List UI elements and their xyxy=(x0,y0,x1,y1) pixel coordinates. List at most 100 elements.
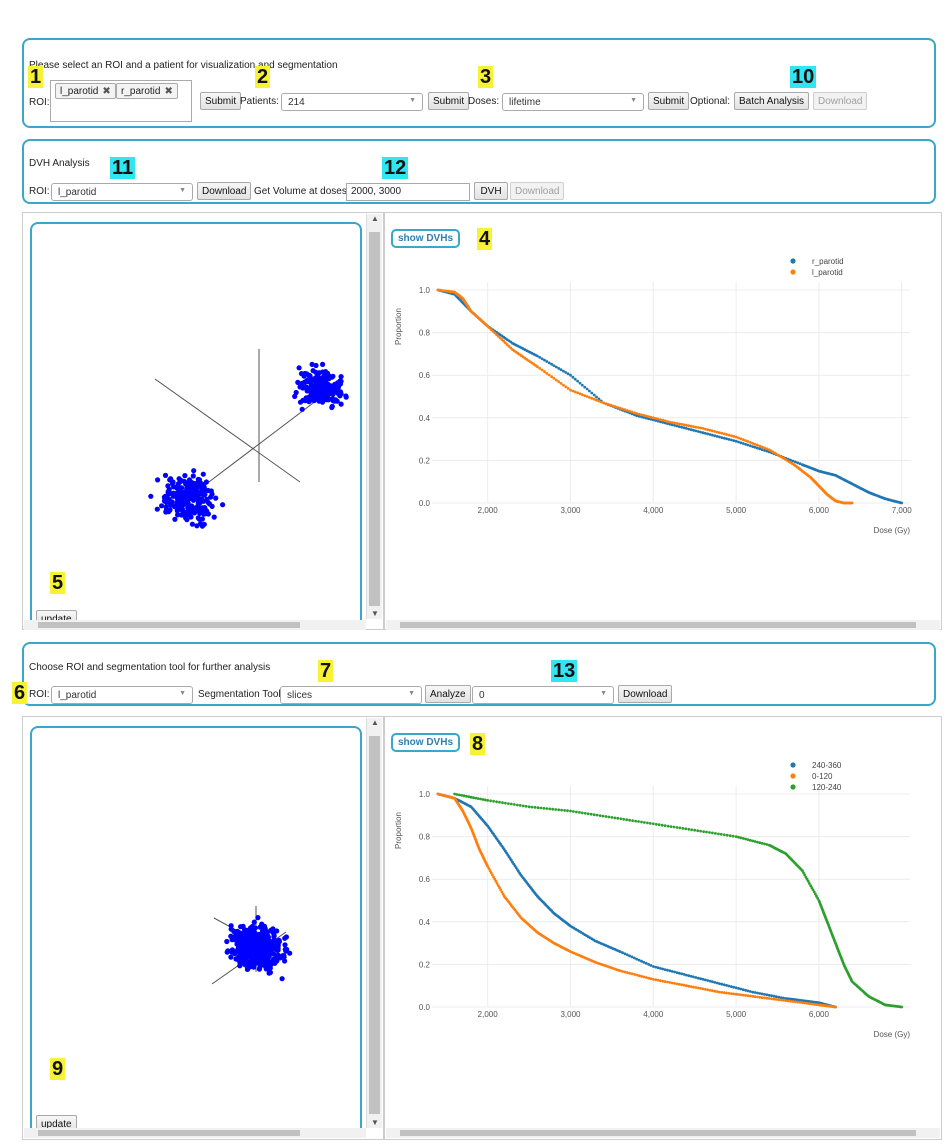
scroll-thumb[interactable] xyxy=(400,622,916,628)
data-point xyxy=(751,990,755,994)
data-point xyxy=(719,832,723,836)
data-point xyxy=(492,799,495,803)
data-point xyxy=(651,965,655,968)
data-point xyxy=(722,436,726,440)
data-point xyxy=(796,461,799,465)
data-point xyxy=(628,818,631,822)
roi-tag-l-parotid[interactable]: l_parotid ✖ xyxy=(55,83,116,99)
data-point xyxy=(604,402,608,406)
vertical-scrollbar[interactable]: ▲ ▼ xyxy=(366,718,382,1128)
batch-download-button[interactable]: Download xyxy=(813,92,868,110)
scatter-point xyxy=(306,394,312,400)
data-point xyxy=(753,442,757,446)
scroll-down-icon[interactable]: ▼ xyxy=(371,1118,379,1127)
data-point xyxy=(580,393,584,397)
scroll-thumb[interactable] xyxy=(369,736,380,1114)
scatter-3d-canvas[interactable] xyxy=(32,224,360,626)
data-point xyxy=(644,961,648,965)
y-tick-label: 0.0 xyxy=(419,499,431,508)
annotation-badge-12: 12 xyxy=(382,157,409,179)
scroll-thumb[interactable] xyxy=(38,622,300,628)
data-point xyxy=(763,996,766,1000)
patients-value: 214 xyxy=(288,96,305,108)
data-point xyxy=(538,356,542,359)
data-point xyxy=(758,992,762,995)
data-point xyxy=(810,886,814,890)
seg-tool-select[interactable]: slices ▼ xyxy=(280,686,422,704)
scatter-point xyxy=(190,497,196,503)
horizontal-scrollbar[interactable] xyxy=(24,1128,366,1138)
batch-analysis-button[interactable]: Batch Analysis xyxy=(734,92,810,110)
legend-label: 0-120 xyxy=(812,772,833,781)
dvh-roi-select[interactable]: l_parotid ▼ xyxy=(51,183,193,201)
data-point xyxy=(806,879,810,883)
roi-tag-r-parotid[interactable]: r_parotid ✖ xyxy=(116,83,178,99)
scroll-up-icon[interactable]: ▲ xyxy=(371,214,379,223)
scroll-down-icon[interactable]: ▼ xyxy=(371,609,379,618)
dvh-download-button[interactable]: Download xyxy=(197,182,252,200)
data-point xyxy=(802,871,805,875)
data-point xyxy=(576,379,579,383)
remove-icon[interactable]: ✖ xyxy=(164,85,173,97)
scatter-point xyxy=(252,925,258,931)
scroll-thumb[interactable] xyxy=(38,1130,300,1136)
scroll-thumb[interactable] xyxy=(369,232,380,606)
doses-submit-button[interactable]: Submit xyxy=(648,92,690,110)
scroll-up-icon[interactable]: ▲ xyxy=(371,718,379,727)
data-point xyxy=(588,389,591,393)
scatter-point xyxy=(335,384,341,390)
data-point xyxy=(592,397,596,401)
show-dvhs-button[interactable]: show DVHs xyxy=(391,229,461,248)
data-point xyxy=(791,459,795,463)
horizontal-scrollbar[interactable] xyxy=(386,620,940,630)
scatter-point xyxy=(313,369,319,375)
scatter-point xyxy=(254,954,260,960)
data-point xyxy=(727,433,731,437)
horizontal-scrollbar[interactable] xyxy=(386,1128,940,1138)
data-point xyxy=(731,834,735,838)
data-point xyxy=(583,385,587,389)
scroll-thumb[interactable] xyxy=(400,1130,916,1136)
data-point xyxy=(642,416,646,419)
doses-label: Doses: xyxy=(468,96,500,107)
segment-select[interactable]: 0 ▼ xyxy=(472,686,614,704)
scatter-point xyxy=(292,393,298,399)
vertical-scrollbar[interactable]: ▲ ▼ xyxy=(366,214,382,619)
data-point xyxy=(633,956,636,960)
data-point xyxy=(753,840,757,843)
scatter-3d-view-bottom[interactable]: update xyxy=(30,726,362,1136)
doses-select[interactable]: lifetime ▼ xyxy=(502,93,644,111)
roi-submit-button[interactable]: Submit xyxy=(200,92,242,110)
data-point xyxy=(701,987,705,991)
horizontal-scrollbar[interactable] xyxy=(24,620,366,630)
dvh-download2-button[interactable]: Download xyxy=(510,182,565,200)
patients-submit-button[interactable]: Submit xyxy=(428,92,470,110)
data-point xyxy=(753,991,757,994)
data-point xyxy=(651,822,655,826)
seg-roi-select[interactable]: l_parotid ▼ xyxy=(51,686,193,704)
data-point xyxy=(706,979,710,982)
data-point xyxy=(486,799,490,802)
seg-download-button[interactable]: Download xyxy=(618,685,673,703)
scatter-3d-canvas[interactable] xyxy=(32,728,360,1134)
show-dvhs-button[interactable]: show DVHs xyxy=(391,733,461,752)
data-point xyxy=(737,440,740,444)
data-point xyxy=(640,415,643,419)
dvh-button[interactable]: DVH xyxy=(474,182,508,200)
scatter-point xyxy=(201,484,207,491)
data-point xyxy=(774,998,778,1001)
scatter-point xyxy=(257,965,263,971)
data-point xyxy=(492,875,495,879)
volume-doses-input[interactable]: 2000, 3000 xyxy=(346,183,470,201)
legend-marker xyxy=(790,269,796,275)
analyze-button[interactable]: Analyze xyxy=(425,685,471,703)
patients-select[interactable]: 214 ▼ xyxy=(281,93,423,111)
x-axis-label: Dose (Gy) xyxy=(874,1030,911,1039)
remove-icon[interactable]: ✖ xyxy=(102,85,111,97)
data-point xyxy=(746,440,750,443)
data-point xyxy=(763,449,766,452)
data-point xyxy=(563,809,566,812)
scatter-3d-view-top[interactable]: update xyxy=(30,222,362,628)
data-point xyxy=(673,970,676,974)
data-point xyxy=(564,371,568,374)
